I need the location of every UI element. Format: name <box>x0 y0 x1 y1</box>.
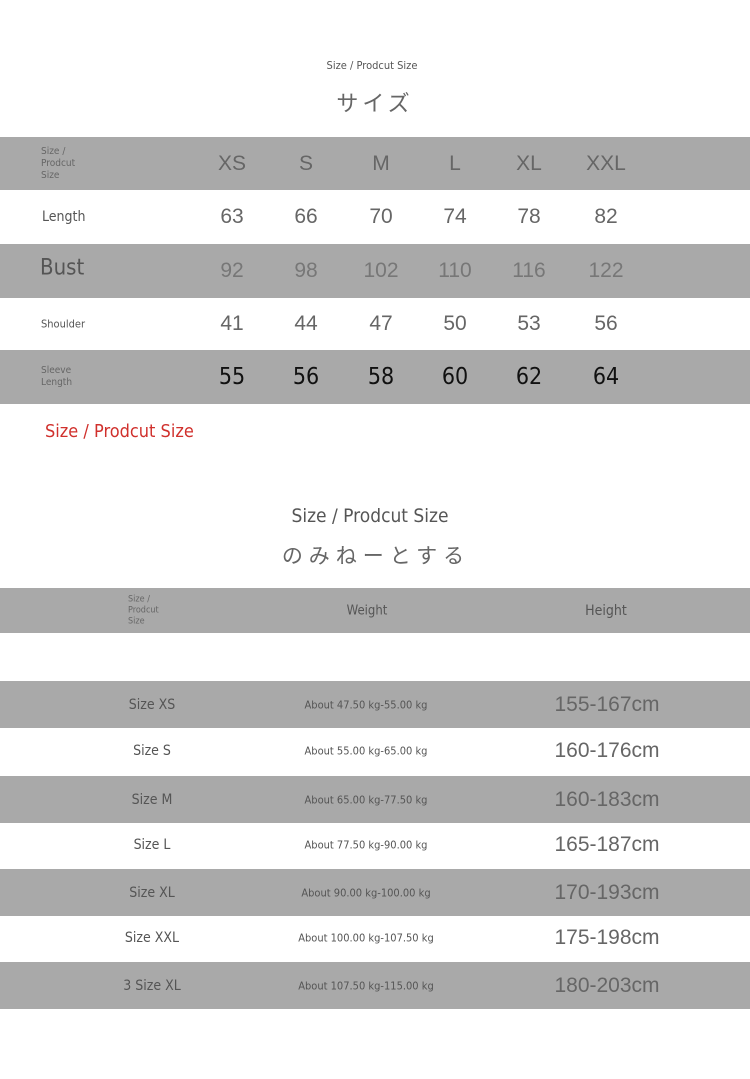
table-row: Size S About 55.00 kg-65.00 kg 160-176cm <box>0 728 750 774</box>
value-cell: 47 <box>369 312 393 335</box>
header-label: Size / Prodcut Size <box>128 594 159 627</box>
value-cell: 70 <box>369 205 393 228</box>
value-cell: 63 <box>220 205 244 228</box>
value-cell: 64 <box>592 364 620 390</box>
section1-title: サイズ <box>336 92 414 117</box>
value-cell: 98 <box>294 259 318 282</box>
size-cell: Size M <box>131 791 173 808</box>
size-cell: Size XL <box>129 884 175 901</box>
size-header: L <box>449 151 461 175</box>
weight-cell: About 47.50 kg-55.00 kg <box>304 698 428 711</box>
size-header: XXL <box>586 151 626 175</box>
table-row-sleeve-length: Sleeve Length 55 56 58 60 62 64 <box>0 350 750 404</box>
table-row: Size L About 77.50 kg-90.00 kg 165-187cm <box>0 822 750 868</box>
value-cell: 102 <box>363 259 399 282</box>
value-cell: 41 <box>220 312 244 335</box>
weight-cell: About 55.00 kg-65.00 kg <box>304 744 428 758</box>
value-cell: 82 <box>594 205 618 228</box>
height-cell: 155-167cm <box>554 692 660 716</box>
weight-header: Weight <box>346 603 388 618</box>
table-row-length: Length 63 66 70 74 78 82 <box>0 190 750 244</box>
table-row-bust: Bust 92 98 102 110 116 122 <box>0 244 750 298</box>
value-cell: 116 <box>512 259 546 282</box>
value-cell: 110 <box>438 259 472 282</box>
header-label-line: Size / <box>41 145 66 157</box>
header-label-line: Size <box>41 169 60 181</box>
header-label: Size / Prodcut Size <box>41 146 75 182</box>
weight-cell: About 100.00 kg-107.50 kg <box>298 931 434 945</box>
size-cell: Size L <box>133 837 171 853</box>
height-cell: 165-187cm <box>554 833 660 856</box>
row-label: Shoulder <box>41 317 86 331</box>
value-cell: 78 <box>517 205 541 228</box>
size-cell: Size XS <box>128 696 176 713</box>
table-row: Size XL About 90.00 kg-100.00 kg 170-193cm <box>0 869 750 916</box>
value-cell: 62 <box>515 364 543 390</box>
height-cell: 160-183cm <box>554 787 660 811</box>
weight-cell: About 107.50 kg-115.00 kg <box>298 979 434 992</box>
table1-header: Size / Prodcut Size XS S M L XL XXL <box>0 137 750 190</box>
value-cell: 60 <box>441 364 469 390</box>
size-cell: Size XXL <box>124 930 180 946</box>
weight-cell: About 77.50 kg-90.00 kg <box>304 838 428 852</box>
value-cell: 74 <box>443 205 467 228</box>
value-cell: 122 <box>588 259 624 282</box>
row-label-line: Sleeve <box>41 365 72 376</box>
table-row: Size XS About 47.50 kg-55.00 kg 155-167cm <box>0 681 750 728</box>
value-cell: 53 <box>517 312 541 335</box>
section2-subtitle: Size / Prodcut Size <box>291 505 449 527</box>
height-cell: 180-203cm <box>554 973 660 997</box>
height-cell: 160-176cm <box>554 739 660 762</box>
table-row: Size XXL About 100.00 kg-107.50 kg 175-198… <box>0 915 750 961</box>
size-header: XS <box>217 151 247 175</box>
value-cell: 50 <box>443 312 467 335</box>
table-row-shoulder: Shoulder 41 44 47 50 53 56 <box>0 298 750 350</box>
size-header: S <box>298 151 314 175</box>
value-cell: 55 <box>218 364 246 390</box>
value-cell: 56 <box>594 312 618 335</box>
section1-subtitle: Size / Prodcut Size <box>326 59 418 72</box>
section2-title: のみねーとする <box>281 544 471 568</box>
table-row: Size M About 65.00 kg-77.50 kg 160-183cm <box>0 776 750 823</box>
header-label-line: Size / <box>128 594 150 604</box>
row-label-line: Length <box>41 377 73 388</box>
row-label: Bust <box>40 255 85 281</box>
row-label: Length <box>42 209 86 225</box>
value-cell: 56 <box>292 364 320 390</box>
weight-cell: About 65.00 kg-77.50 kg <box>304 793 428 806</box>
weight-cell: About 90.00 kg-100.00 kg <box>301 886 431 899</box>
header-label-line: Size <box>128 616 145 626</box>
size-note: Size / Prodcut Size <box>45 421 194 442</box>
row-label: Sleeve Length <box>41 365 72 389</box>
header-label-line: Prodcut <box>41 157 76 169</box>
size-header: XL <box>516 151 542 175</box>
table-row: 3 Size XL About 107.50 kg-115.00 kg 180-20… <box>0 962 750 1009</box>
height-cell: 170-193cm <box>554 880 660 904</box>
height-header: Height <box>585 602 627 619</box>
header-label-line: Prodcut <box>128 605 159 615</box>
value-cell: 92 <box>220 259 244 282</box>
table2-header: Size / Prodcut Size Weight Height <box>0 588 750 633</box>
value-cell: 66 <box>294 205 318 228</box>
size-cell: Size S <box>133 743 171 759</box>
value-cell: 58 <box>367 364 395 390</box>
value-cell: 44 <box>294 312 318 335</box>
size-header: M <box>372 151 390 175</box>
height-cell: 175-198cm <box>554 926 660 949</box>
size-cell: 3 Size XL <box>123 977 181 994</box>
